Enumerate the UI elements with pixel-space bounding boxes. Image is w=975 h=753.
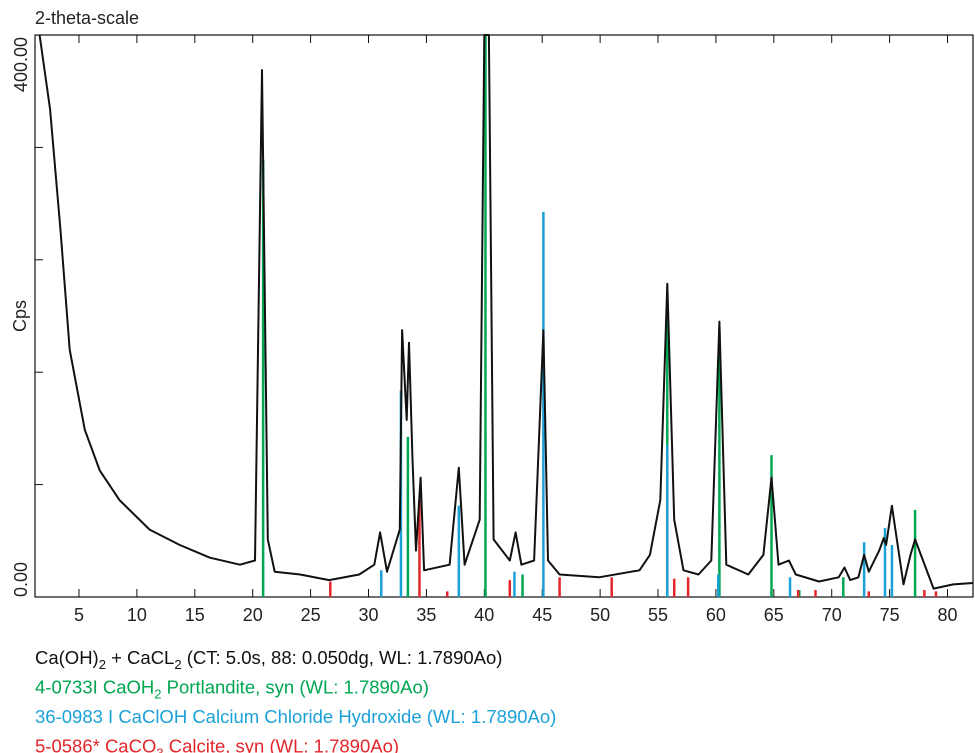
x-tick-label: 35 <box>416 605 436 625</box>
x-tick-label: 5 <box>74 605 84 625</box>
x-tick-label: 75 <box>880 605 900 625</box>
legend-entry: 36-0983 I CaClOH Calcium Chloride Hydrox… <box>35 706 556 727</box>
legend-entry: 5-0586* CaCO3 Calcite, syn (WL: 1.7890Ao… <box>35 736 399 753</box>
x-tick-label: 15 <box>185 605 205 625</box>
legend-text: (CT: 5.0s, 88: 0.050dg, WL: 1.7890Ao) <box>182 647 503 668</box>
chart-title: 2-theta-scale <box>35 8 139 28</box>
x-tick-label: 80 <box>938 605 958 625</box>
x-tick-label: 10 <box>127 605 147 625</box>
x-tick-label: 65 <box>764 605 784 625</box>
legend-text: Calcite, syn (WL: 1.7890Ao) <box>164 736 399 753</box>
legend-text: 5-0586* CaCO <box>35 736 156 753</box>
legend-entry: 4-0733I CaOH2 Portlandite, syn (WL: 1.78… <box>35 677 429 702</box>
legend-subscript: 3 <box>156 746 163 753</box>
y-axis-label: Cps <box>10 300 30 332</box>
legend-text: 4-0733I CaOH <box>35 677 154 698</box>
scan-line <box>38 34 974 590</box>
x-tick-label: 50 <box>590 605 610 625</box>
legend-text: 36-0983 I CaClOH Calcium Chloride Hydrox… <box>35 706 556 727</box>
x-tick-label: 70 <box>822 605 842 625</box>
x-tick-label: 40 <box>474 605 494 625</box>
x-tick-label: 45 <box>532 605 552 625</box>
legend-text: Portlandite, syn (WL: 1.7890Ao) <box>162 677 429 698</box>
y-tick-label: 0.00 <box>11 562 31 597</box>
legend-entry: Ca(OH)2 + CaCL2 (CT: 5.0s, 88: 0.050dg, … <box>35 647 502 672</box>
y-tick-label: 400.00 <box>11 37 31 92</box>
x-tick-label: 20 <box>243 605 263 625</box>
legend-subscript: 2 <box>99 657 106 672</box>
legend-subscript: 2 <box>174 657 181 672</box>
x-tick-label: 30 <box>358 605 378 625</box>
legend-text: Ca(OH) <box>35 647 99 668</box>
x-tick-label: 25 <box>301 605 321 625</box>
plot-frame <box>34 34 974 598</box>
x-tick-label: 60 <box>706 605 726 625</box>
x-tick-label: 55 <box>648 605 668 625</box>
legend-text: + CaCL <box>106 647 174 668</box>
legend-subscript: 2 <box>154 687 161 702</box>
